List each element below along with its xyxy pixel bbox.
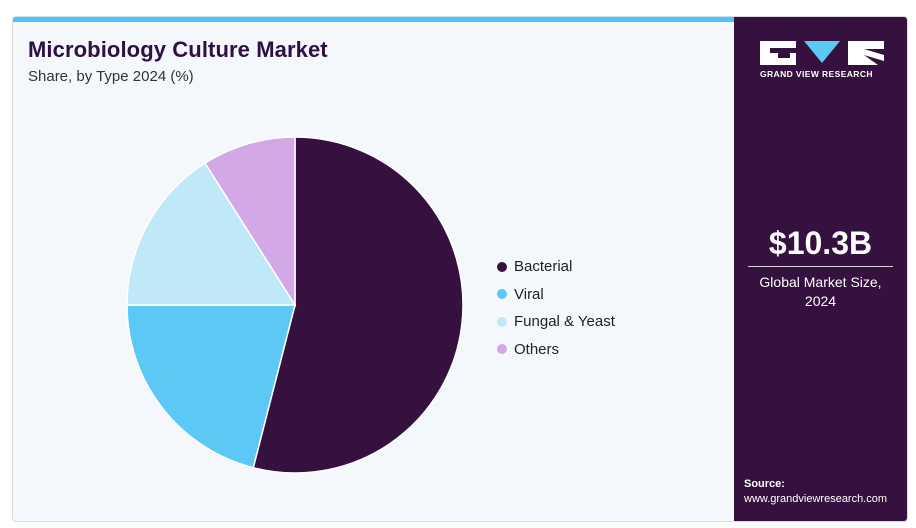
chart-title: Microbiology Culture Market bbox=[28, 37, 328, 62]
legend-swatch bbox=[497, 344, 507, 355]
legend-item: Fungal & Yeast bbox=[497, 308, 615, 336]
pie-slice-viral bbox=[126, 304, 296, 469]
pie-slice-others bbox=[203, 136, 296, 308]
market-size-caption-line2: 2024 bbox=[804, 293, 837, 309]
brand-logo-mark-icon bbox=[760, 41, 884, 65]
summary-sidebar: GRAND VIEW RESEARCH $10.3B Global Market… bbox=[734, 17, 907, 521]
market-size-caption: Global Market Size, 2024 bbox=[734, 273, 907, 311]
legend-item: Viral bbox=[497, 281, 615, 309]
legend-item: Others bbox=[497, 336, 615, 364]
legend-swatch bbox=[497, 261, 507, 272]
market-size-caption-line1: Global Market Size, bbox=[759, 274, 882, 290]
legend-item: Bacterial bbox=[497, 253, 615, 281]
market-size-value: $10.3B bbox=[768, 225, 873, 261]
brand-logo: GRAND VIEW RESEARCH bbox=[760, 41, 884, 79]
chart-card: Microbiology Culture Market Share, by Ty… bbox=[12, 16, 908, 522]
source-note: Source: www.grandviewresearch.com bbox=[744, 477, 887, 507]
legend-label: Fungal & Yeast bbox=[514, 313, 615, 331]
source-label: Source: bbox=[744, 478, 785, 490]
legend-label: Bacterial bbox=[514, 258, 573, 276]
pie-slice-fungal-yeast bbox=[126, 162, 297, 306]
legend-label: Others bbox=[514, 340, 560, 358]
pie-chart bbox=[126, 136, 464, 474]
chart-subtitle: Share, by Type 2024 (%) bbox=[28, 68, 194, 85]
legend-swatch bbox=[497, 316, 507, 327]
chart-panel: Microbiology Culture Market Share, by Ty… bbox=[13, 17, 734, 521]
brand-name: GRAND VIEW RESEARCH bbox=[760, 69, 873, 79]
legend-swatch bbox=[497, 289, 507, 300]
chart-legend: Bacterial Viral Fungal & Yeast Others bbox=[497, 253, 615, 363]
source-url: www.grandviewresearch.com bbox=[744, 493, 888, 505]
divider bbox=[748, 266, 893, 267]
legend-label: Viral bbox=[514, 285, 544, 303]
pie-slice-bacterial bbox=[252, 136, 464, 474]
accent-strip bbox=[13, 17, 734, 22]
